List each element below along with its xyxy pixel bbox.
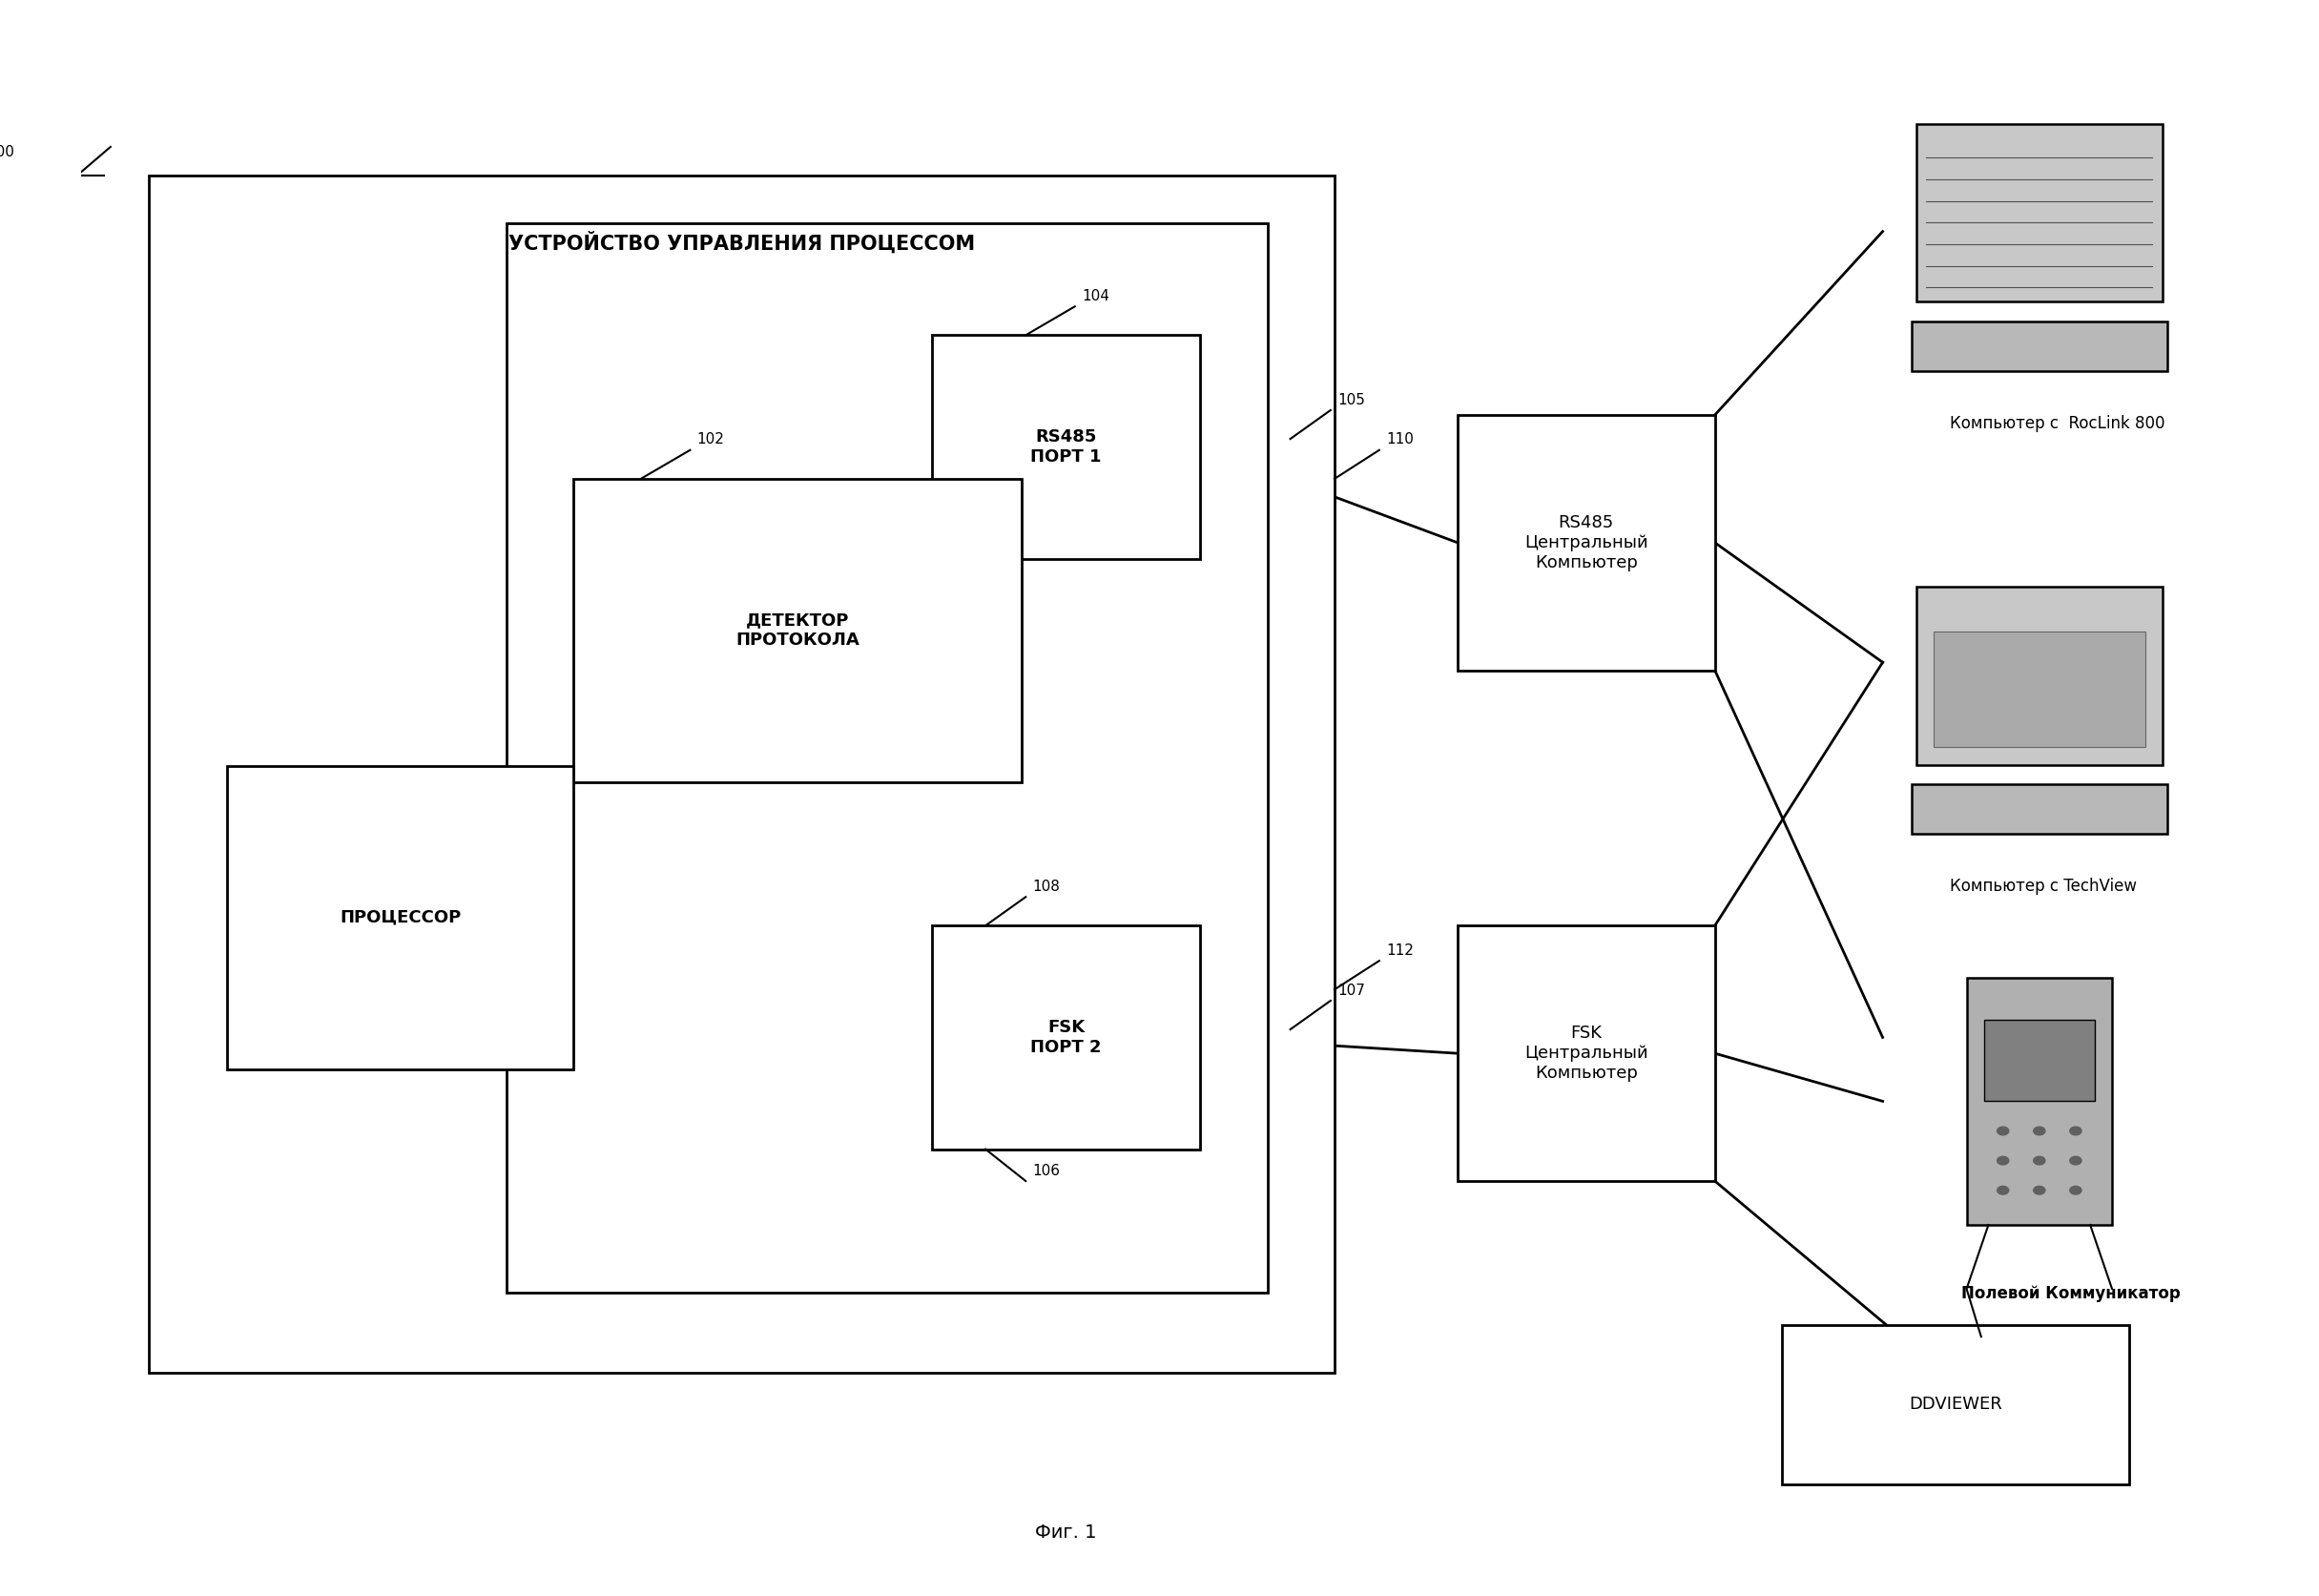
- Circle shape: [1997, 1186, 2008, 1194]
- FancyBboxPatch shape: [148, 176, 1333, 1373]
- FancyBboxPatch shape: [1911, 322, 2168, 372]
- FancyBboxPatch shape: [1915, 124, 2161, 302]
- Text: 102: 102: [696, 433, 724, 447]
- FancyBboxPatch shape: [932, 926, 1201, 1149]
- Text: RS485
Центральный
Компьютер: RS485 Центральный Компьютер: [1524, 514, 1649, 571]
- FancyBboxPatch shape: [1967, 977, 2113, 1226]
- Circle shape: [2034, 1157, 2045, 1165]
- FancyBboxPatch shape: [1781, 1325, 2129, 1484]
- Text: УСТРОЙСТВО УПРАВЛЕНИЯ ПРОЦЕССОМ: УСТРОЙСТВО УПРАВЛЕНИЯ ПРОЦЕССОМ: [508, 231, 974, 254]
- FancyBboxPatch shape: [573, 479, 1020, 782]
- Circle shape: [2071, 1186, 2082, 1194]
- Text: RS485
ПОРТ 1: RS485 ПОРТ 1: [1030, 428, 1102, 466]
- Text: Фиг. 1: Фиг. 1: [1034, 1523, 1097, 1542]
- Circle shape: [2034, 1127, 2045, 1135]
- Text: ДЕТЕКТОР
ПРОТОКОЛА: ДЕТЕКТОР ПРОТОКОЛА: [735, 611, 860, 650]
- FancyBboxPatch shape: [227, 766, 573, 1069]
- FancyBboxPatch shape: [1459, 415, 1714, 670]
- Text: Компьютер с  RocLink 800: Компьютер с RocLink 800: [1950, 415, 2166, 433]
- Text: 108: 108: [1032, 879, 1060, 894]
- FancyBboxPatch shape: [506, 223, 1268, 1293]
- Text: Полевой Коммуникатор: Полевой Коммуникатор: [1962, 1285, 2180, 1302]
- Text: 110: 110: [1387, 433, 1415, 447]
- Text: 112: 112: [1387, 943, 1415, 958]
- Circle shape: [2071, 1157, 2082, 1165]
- Circle shape: [2071, 1127, 2082, 1135]
- FancyBboxPatch shape: [1934, 630, 2145, 747]
- FancyBboxPatch shape: [932, 335, 1201, 559]
- Text: 105: 105: [1338, 393, 1366, 407]
- Circle shape: [1997, 1127, 2008, 1135]
- Circle shape: [1997, 1157, 2008, 1165]
- Text: DDVIEWER: DDVIEWER: [1909, 1396, 2001, 1412]
- Text: Компьютер с TechView: Компьютер с TechView: [1950, 878, 2136, 895]
- FancyBboxPatch shape: [1915, 586, 2161, 764]
- Text: FSK
ПОРТ 2: FSK ПОРТ 2: [1030, 1018, 1102, 1057]
- Text: 104: 104: [1081, 289, 1108, 303]
- Text: 107: 107: [1338, 983, 1366, 998]
- Text: 106: 106: [1032, 1163, 1060, 1178]
- Text: ПРОЦЕССОР: ПРОЦЕССОР: [339, 910, 461, 926]
- FancyBboxPatch shape: [1459, 926, 1714, 1181]
- FancyBboxPatch shape: [1911, 784, 2168, 833]
- Text: 100: 100: [0, 145, 14, 160]
- Text: FSK
Центральный
Компьютер: FSK Центральный Компьютер: [1524, 1025, 1649, 1082]
- FancyBboxPatch shape: [1985, 1020, 2094, 1101]
- Circle shape: [2034, 1186, 2045, 1194]
